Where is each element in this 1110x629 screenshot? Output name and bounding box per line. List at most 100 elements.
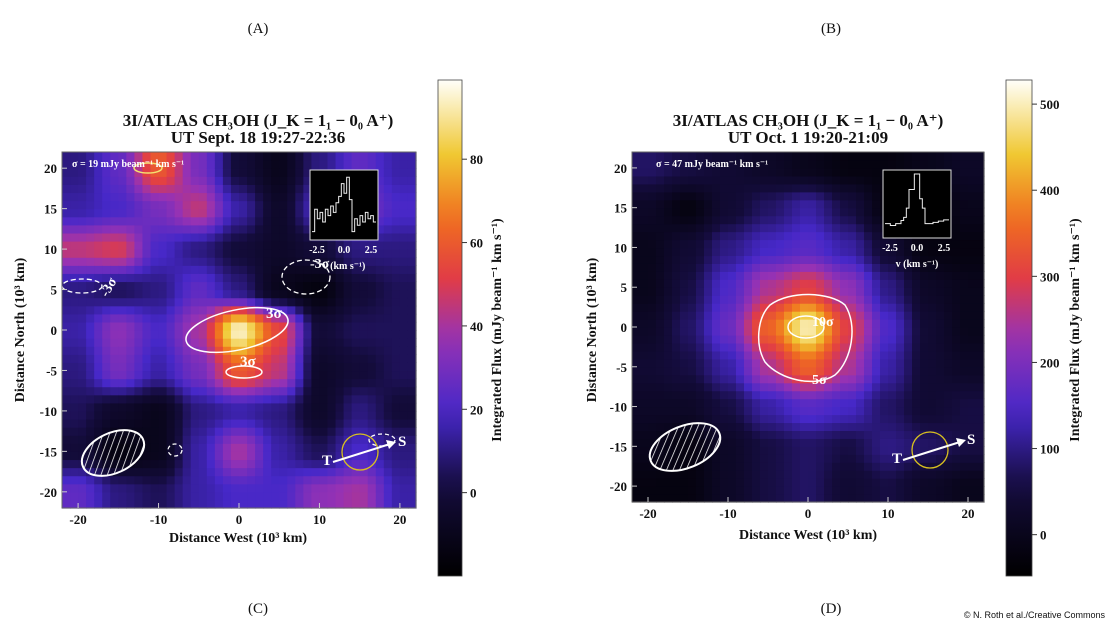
- heatmap-cell: [864, 454, 873, 463]
- heatmap-cell: [968, 350, 977, 360]
- heatmap-cell: [912, 279, 921, 288]
- heatmap-cell: [102, 281, 111, 291]
- heatmap-cell: [968, 152, 977, 161]
- heatmap-cell: [824, 255, 833, 264]
- heatmap-cell: [150, 208, 160, 218]
- heatmap-cell: [311, 305, 321, 315]
- heatmap-cell: [335, 435, 345, 444]
- heatmap-cell: [311, 443, 321, 452]
- heatmap-cell: [190, 451, 200, 461]
- heatmap-cell: [968, 470, 977, 479]
- heatmap-cell: [263, 491, 272, 501]
- heatmap-cell: [319, 152, 329, 161]
- heatmap-cell: [960, 271, 969, 280]
- heatmap-cell: [824, 295, 833, 304]
- heatmap-cell: [808, 350, 817, 360]
- heatmap-cell: [928, 462, 937, 471]
- heatmap-cell: [351, 443, 361, 452]
- heatmap-cell: [239, 297, 248, 307]
- heatmap-cell: [62, 216, 71, 226]
- heatmap-cell: [728, 366, 737, 376]
- heatmap-cell: [760, 382, 769, 392]
- heatmap-cell: [792, 215, 801, 225]
- heatmap-cell: [230, 297, 240, 307]
- heatmap-cell: [808, 382, 817, 392]
- heatmap-cell: [864, 494, 873, 503]
- heatmap-cell: [263, 289, 272, 299]
- heatmap-cell: [343, 152, 353, 161]
- heatmap-cell: [343, 289, 353, 299]
- heatmap-cell: [271, 459, 280, 469]
- heatmap-cell: [327, 370, 337, 380]
- heatmap-cell: [279, 435, 288, 444]
- heatmap-cell: [182, 152, 192, 161]
- heatmap: [632, 152, 985, 503]
- heatmap-cell: [102, 192, 111, 202]
- heatmap-cell: [664, 303, 673, 312]
- heatmap-cell: [816, 183, 825, 193]
- heatmap-cell: [640, 215, 649, 225]
- heatmap-cell: [206, 313, 216, 323]
- heatmap-cell: [158, 370, 168, 380]
- heatmap-cell: [287, 241, 296, 250]
- heatmap-cell: [62, 467, 71, 477]
- heatmap-cell: [648, 398, 657, 408]
- heatmap-cell: [760, 215, 769, 225]
- heatmap-cell: [944, 311, 953, 320]
- heatmap-cell: [399, 443, 409, 452]
- heatmap-cell: [752, 175, 761, 185]
- y-axis-label: Distance North (10³ km): [13, 257, 28, 402]
- heatmap-cell: [222, 184, 232, 194]
- heatmap-cell: [375, 370, 385, 380]
- heatmap-cell: [279, 208, 288, 218]
- heatmap-cell: [383, 354, 393, 363]
- heatmap-cell: [295, 410, 304, 420]
- heatmap-cell: [102, 208, 111, 218]
- heatmap-cell: [864, 334, 873, 344]
- heatmap-cell: [247, 330, 256, 339]
- heatmap-cell: [848, 358, 857, 368]
- heatmap-cell: [856, 271, 865, 280]
- heatmap-cell: [279, 402, 288, 412]
- heatmap-cell: [848, 494, 857, 503]
- heatmap-cell: [888, 454, 897, 463]
- heatmap-cell: [247, 224, 256, 234]
- heatmap-cell: [255, 419, 264, 428]
- heatmap-cell: [824, 446, 833, 455]
- heatmap-cell: [640, 382, 649, 392]
- heatmap-cell: [271, 184, 280, 194]
- heatmap-cell: [279, 313, 288, 323]
- heatmap-cell: [150, 338, 160, 347]
- heatmap-cell: [904, 390, 913, 400]
- heatmap-cell: [840, 494, 849, 503]
- x-tick-label: 20: [393, 512, 406, 527]
- heatmap-cell: [198, 232, 208, 242]
- heatmap-cell: [190, 459, 200, 469]
- x-tick-label: -10: [150, 512, 167, 527]
- heatmap-cell: [198, 499, 208, 509]
- heatmap-cell: [222, 200, 232, 210]
- heatmap-cell: [728, 406, 737, 416]
- heatmap-cell: [190, 297, 200, 307]
- heatmap-cell: [640, 263, 649, 272]
- heatmap-cell: [190, 176, 200, 185]
- heatmap-cell: [744, 390, 753, 400]
- heatmap-cell: [287, 281, 296, 291]
- heatmap-cell: [62, 443, 71, 452]
- heatmap-cell: [399, 362, 409, 372]
- heatmap-cell: [632, 327, 641, 336]
- heatmap-cell: [752, 231, 761, 241]
- heatmap-cell: [247, 394, 256, 404]
- heatmap-cell: [776, 478, 785, 487]
- heatmap-cell: [287, 370, 296, 380]
- heatmap-cell: [632, 478, 641, 487]
- sun-direction-arrow: [332, 443, 391, 463]
- heatmap-cell: [848, 311, 857, 320]
- heatmap-cell: [166, 297, 176, 307]
- heatmap-cell: [832, 462, 841, 471]
- heatmap-cell: [960, 374, 969, 384]
- heatmap-cell: [263, 249, 272, 258]
- heatmap-cell: [287, 330, 296, 339]
- heatmap-cell: [736, 414, 745, 424]
- heatmap-cell: [230, 273, 240, 283]
